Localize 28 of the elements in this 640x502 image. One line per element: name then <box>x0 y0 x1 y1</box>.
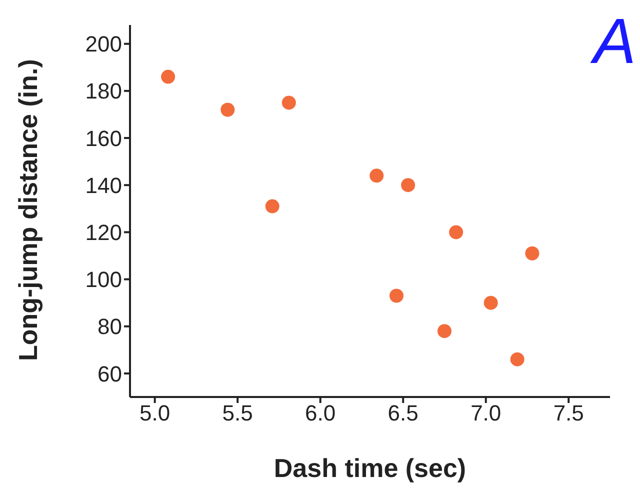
x-tick-label: 6.5 <box>388 400 418 426</box>
y-tick-label: 200 <box>85 32 122 57</box>
x-tick-label: 5.0 <box>140 400 170 426</box>
point <box>525 246 540 260</box>
x-tick-label: 7.0 <box>470 400 502 426</box>
y-tick-label: 80 <box>98 314 122 340</box>
point <box>449 225 464 240</box>
point <box>161 70 176 84</box>
y-tick-label: 180 <box>85 78 122 104</box>
y-tick-label: 100 <box>85 267 122 292</box>
point <box>401 178 416 192</box>
y-axis-title: Long-jump distance (in.) <box>13 59 44 361</box>
point <box>220 102 235 117</box>
y-tick-label: 140 <box>85 172 122 198</box>
point <box>282 96 296 110</box>
x-axis-title: Dash time (sec) <box>274 453 466 483</box>
x-tick-label: 7.5 <box>553 400 584 426</box>
y-tick-label: 160 <box>85 126 122 151</box>
x-tick-label: 5.5 <box>222 400 253 426</box>
y-tick-label: 60 <box>98 361 122 386</box>
point <box>484 296 498 310</box>
point <box>265 199 280 214</box>
x-tick-label: 6.0 <box>305 400 336 426</box>
point <box>437 324 452 338</box>
point <box>510 352 524 366</box>
point <box>370 168 384 183</box>
point <box>389 288 404 303</box>
y-tick-label: 120 <box>85 220 122 245</box>
